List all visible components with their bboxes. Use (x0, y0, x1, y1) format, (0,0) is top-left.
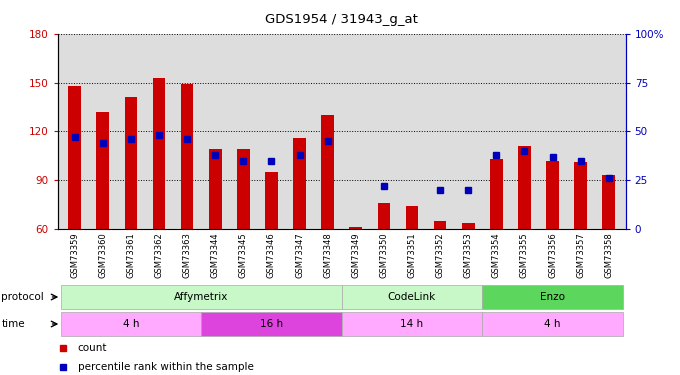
Text: CodeLink: CodeLink (388, 292, 436, 302)
Text: count: count (78, 343, 107, 353)
Text: time: time (1, 319, 25, 329)
Bar (377, 203, 390, 229)
Text: GDS1954 / 31943_g_at: GDS1954 / 31943_g_at (265, 13, 418, 26)
Bar (69, 86, 81, 229)
Bar (462, 223, 475, 229)
Bar (341, 312, 482, 336)
Bar (575, 162, 587, 229)
Bar (546, 161, 559, 229)
Bar (341, 285, 482, 309)
Bar (61, 285, 342, 309)
Bar (350, 228, 362, 229)
Bar (153, 78, 165, 229)
Bar (406, 206, 418, 229)
Text: 4 h: 4 h (122, 319, 139, 329)
Bar (482, 285, 623, 309)
Bar (124, 97, 137, 229)
Bar (237, 149, 250, 229)
Text: Enzo: Enzo (540, 292, 565, 302)
Bar (61, 312, 201, 336)
Text: 16 h: 16 h (260, 319, 283, 329)
Bar (97, 112, 109, 229)
Text: Affymetrix: Affymetrix (174, 292, 228, 302)
Text: percentile rank within the sample: percentile rank within the sample (78, 362, 254, 372)
Bar (518, 146, 530, 229)
Text: 14 h: 14 h (401, 319, 424, 329)
Bar (490, 159, 503, 229)
Bar (434, 221, 446, 229)
Bar (293, 138, 306, 229)
Bar (209, 149, 222, 229)
Bar (201, 312, 342, 336)
Text: 4 h: 4 h (544, 319, 561, 329)
Text: protocol: protocol (1, 292, 44, 302)
Bar (181, 84, 193, 229)
Bar (602, 176, 615, 229)
Bar (265, 172, 277, 229)
Bar (482, 312, 623, 336)
Bar (322, 115, 334, 229)
